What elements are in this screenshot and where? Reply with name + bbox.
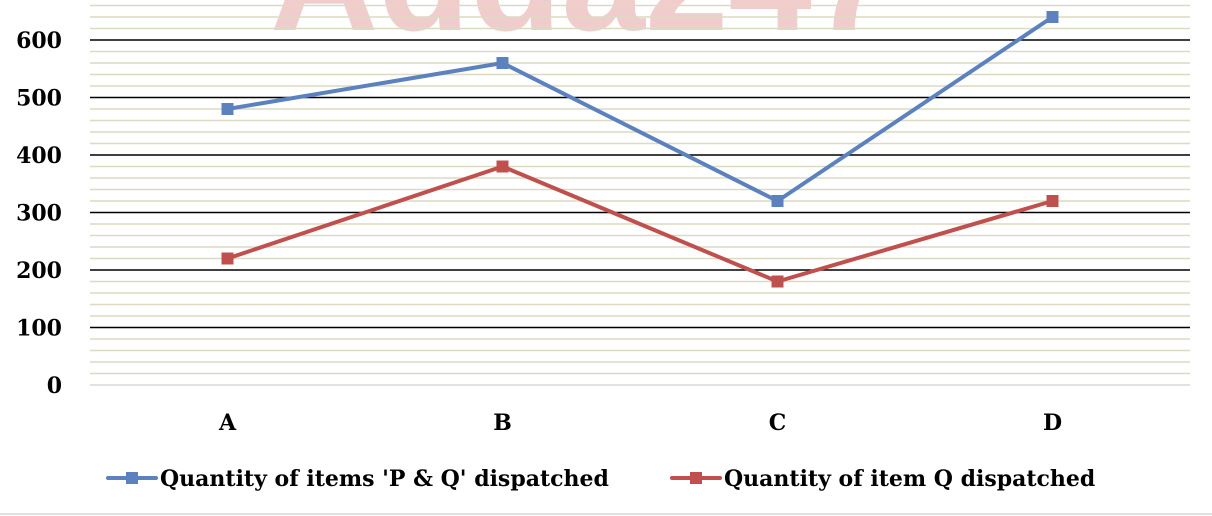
data-point-marker bbox=[1046, 195, 1059, 207]
y-tick-label: 100 bbox=[16, 316, 62, 342]
watermark-logo: Adda247 bbox=[270, 0, 895, 62]
legend-label-2: Quantity of item Q dispatched bbox=[724, 466, 1095, 492]
legend-marker-1 bbox=[126, 472, 138, 484]
y-tick-label: 500 bbox=[16, 86, 62, 112]
y-tick-label: 400 bbox=[16, 143, 62, 169]
data-point-marker bbox=[221, 103, 234, 115]
y-tick-label: 600 bbox=[16, 28, 62, 54]
legend-marker-2 bbox=[690, 472, 702, 484]
legend-label-1: Quantity of items 'P & Q' dispatched bbox=[160, 466, 609, 492]
data-point-marker bbox=[1046, 11, 1059, 23]
y-tick-label: 0 bbox=[47, 373, 62, 399]
x-tick-label: B bbox=[493, 410, 512, 436]
series-line-2 bbox=[226, 164, 1054, 284]
x-tick-label: D bbox=[1043, 410, 1062, 436]
x-tick-label: A bbox=[218, 410, 237, 436]
data-point-marker bbox=[771, 195, 784, 207]
y-tick-label: 300 bbox=[16, 201, 62, 227]
data-point-marker bbox=[221, 252, 234, 265]
series-line-1 bbox=[227, 15, 1054, 203]
data-point-marker bbox=[496, 57, 509, 69]
x-tick-label: C bbox=[769, 410, 787, 436]
data-point-marker bbox=[771, 275, 784, 288]
data-point-marker bbox=[496, 160, 509, 173]
y-tick-label: 200 bbox=[16, 258, 62, 284]
